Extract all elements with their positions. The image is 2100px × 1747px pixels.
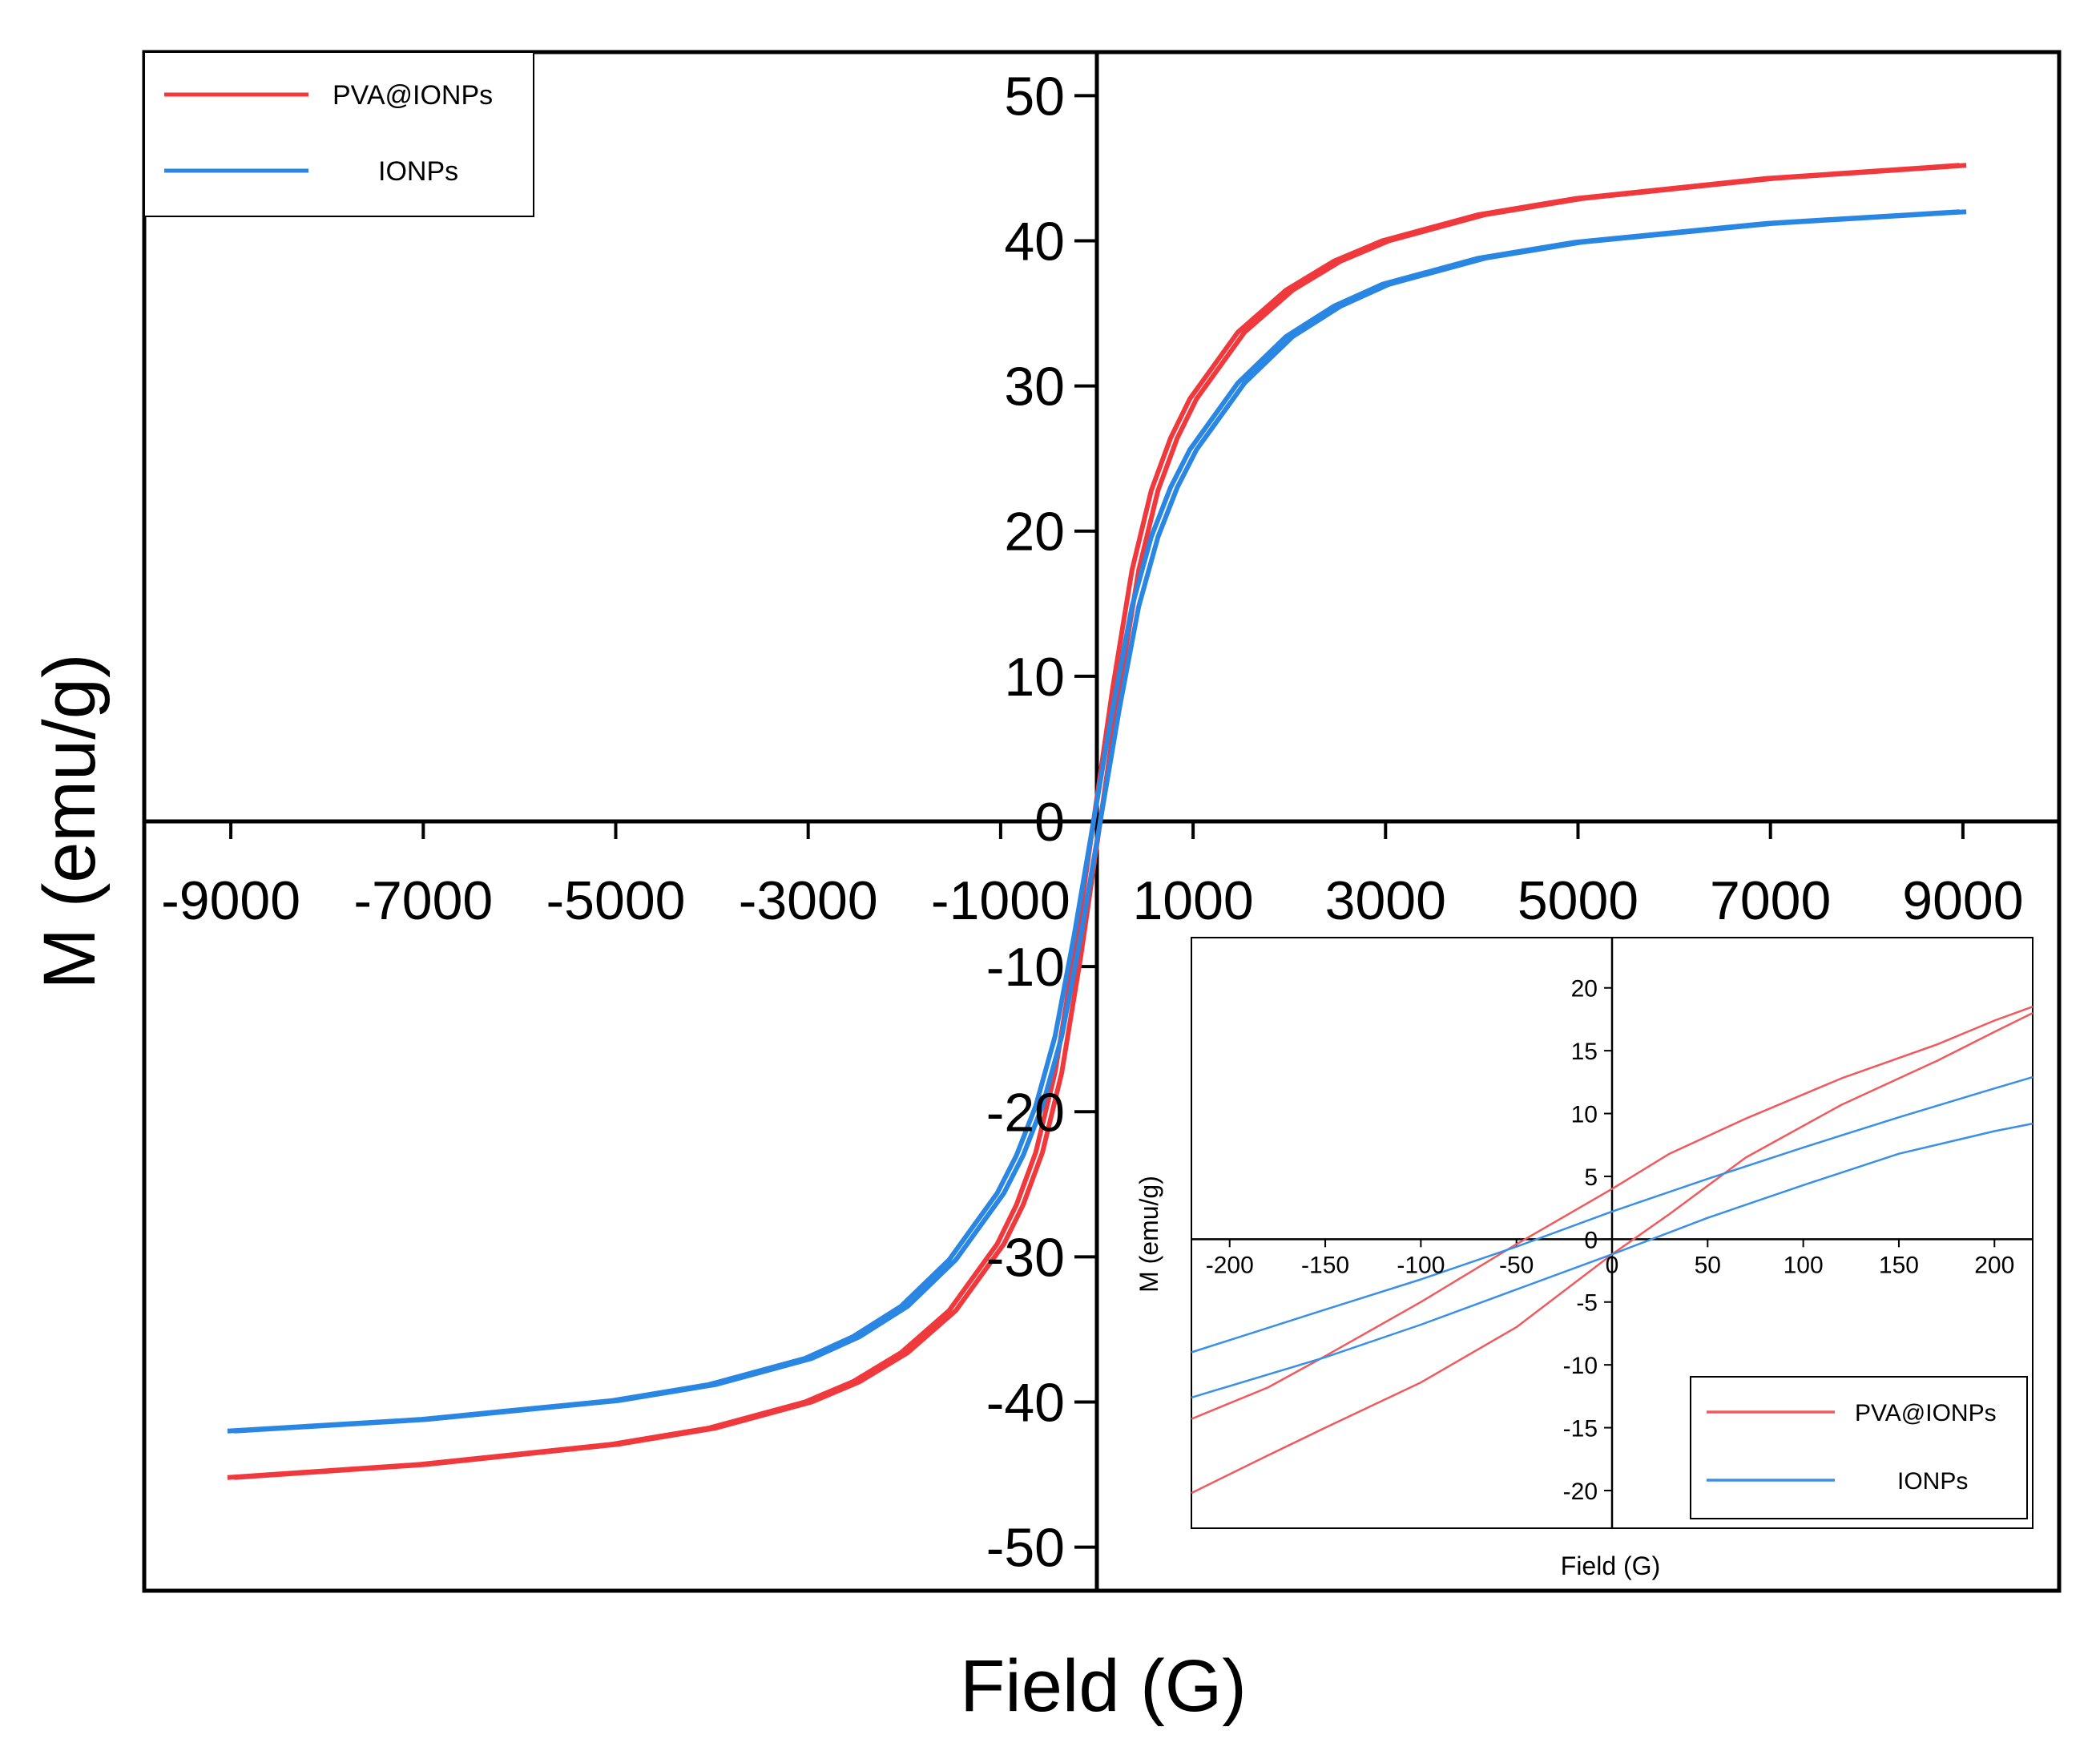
y-axis-title: M (emu/g) bbox=[29, 653, 111, 989]
legend-label-pva: PVA@IONPs bbox=[333, 80, 493, 111]
inset-x-tick-label: 0 bbox=[1606, 1252, 1619, 1278]
inset-series-ionps-line bbox=[1191, 1075, 2033, 1354]
inset-y-tick-label: 5 bbox=[1584, 1164, 1598, 1191]
inset-x-tick-label: -50 bbox=[1499, 1252, 1534, 1278]
y-tick-label: 50 bbox=[1004, 66, 1065, 127]
x-tick-label: 9000 bbox=[1902, 870, 2023, 931]
x-tick-label: 3000 bbox=[1325, 870, 1446, 931]
y-tick-label: 40 bbox=[1004, 211, 1065, 272]
y-tick-label: -40 bbox=[986, 1373, 1065, 1434]
x-tick-label: -3000 bbox=[739, 870, 878, 931]
main-legend-box bbox=[143, 51, 534, 217]
inset-x-tick-label: -200 bbox=[1206, 1252, 1254, 1278]
inset-y-tick-label: 0 bbox=[1584, 1227, 1598, 1253]
inset-y-tick-label: -15 bbox=[1563, 1416, 1598, 1442]
inset-x-tick-label: -100 bbox=[1397, 1252, 1445, 1278]
y-tick-label: 0 bbox=[1034, 792, 1065, 853]
inset-legend-label-ionps: IONPs bbox=[1897, 1468, 1968, 1495]
inset-x-tick-label: -150 bbox=[1301, 1252, 1349, 1278]
inset-y-tick-label: -10 bbox=[1563, 1353, 1598, 1379]
y-tick-label: -20 bbox=[986, 1082, 1065, 1143]
y-tick-label: 20 bbox=[1004, 502, 1065, 563]
y-tick-label: -50 bbox=[986, 1518, 1065, 1579]
inset-series-group bbox=[1191, 1006, 2033, 1495]
inset-series-pva-ionps-line bbox=[1191, 1011, 2033, 1495]
inset-x-tick-label: 50 bbox=[1695, 1252, 1721, 1278]
x-tick-label: -9000 bbox=[161, 870, 300, 931]
inset-y-tick-label: 15 bbox=[1571, 1039, 1598, 1065]
inset-y-tick-label: -5 bbox=[1576, 1290, 1598, 1317]
inset-legend: PVA@IONPs IONPs bbox=[1690, 1376, 2028, 1519]
legend-label-ionps: IONPs bbox=[378, 156, 458, 187]
inset-y-tick-label: -20 bbox=[1563, 1479, 1598, 1505]
inset-x-tick-label: 150 bbox=[1879, 1252, 1919, 1278]
y-tick-label: -10 bbox=[986, 937, 1065, 998]
y-tick-label: -30 bbox=[986, 1227, 1065, 1288]
x-tick-label: 5000 bbox=[1518, 870, 1638, 931]
series-ionps-line bbox=[234, 209, 1967, 1434]
inset-legend-box bbox=[1690, 1376, 2028, 1519]
x-tick-label: -5000 bbox=[546, 870, 686, 931]
inset-legend-label-pva: PVA@IONPs bbox=[1855, 1400, 1997, 1426]
x-tick-label: 1000 bbox=[1132, 870, 1253, 931]
x-tick-label: -7000 bbox=[353, 870, 493, 931]
main-series-group bbox=[227, 163, 1967, 1480]
x-tick-label: 7000 bbox=[1710, 870, 1831, 931]
inset-y-tick-label: 20 bbox=[1571, 976, 1598, 1003]
inset-series-pva-ionps-line bbox=[1191, 1006, 2033, 1420]
x-axis-title: Field (G) bbox=[960, 1645, 1247, 1727]
inset-y-axis-title: M (emu/g) bbox=[1135, 1176, 1163, 1293]
inset-axes bbox=[1191, 938, 2033, 1528]
inset-x-tick-label: 100 bbox=[1784, 1252, 1824, 1278]
y-tick-label: 10 bbox=[1004, 647, 1065, 708]
main-legend: PVA@IONPs IONPs bbox=[143, 51, 534, 217]
y-tick-label: 30 bbox=[1004, 357, 1065, 418]
inset-y-tick-label: 10 bbox=[1571, 1102, 1598, 1128]
inset-x-axis-title: Field (G) bbox=[1561, 1551, 1660, 1580]
x-tick-label: -1000 bbox=[931, 870, 1070, 931]
inset-x-tick-label: 200 bbox=[1974, 1252, 2014, 1278]
inset-series-ionps-line bbox=[1191, 1122, 2033, 1399]
series-ionps-line bbox=[227, 209, 1960, 1434]
